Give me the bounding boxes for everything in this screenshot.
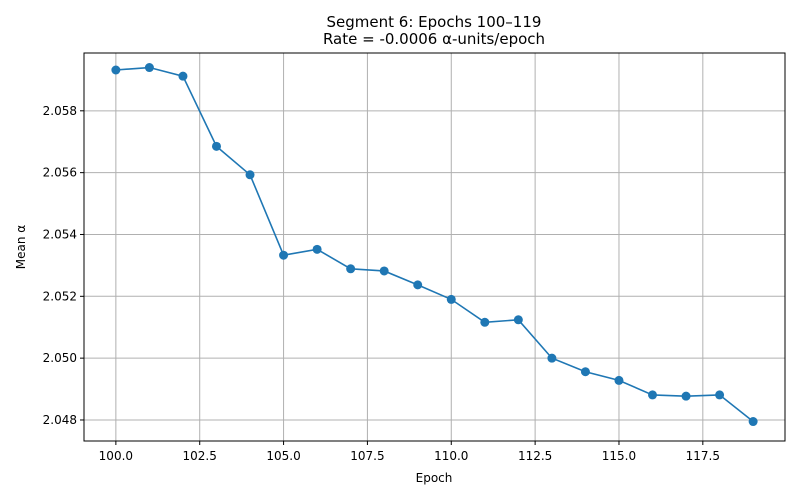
axis-ticks: 100.0 102.5 105.0 107.5 110.0 112.5 115.0 117.5…	[43, 104, 720, 463]
data-point	[580, 367, 590, 377]
data-point	[379, 266, 389, 276]
data-point	[480, 317, 490, 327]
data-point	[748, 417, 758, 427]
data-point	[312, 244, 322, 254]
data-point	[111, 65, 121, 75]
data-point	[346, 264, 356, 274]
x-axis-label: Epoch	[416, 471, 453, 485]
x-tick-label: 107.5	[350, 449, 384, 463]
data-point	[614, 375, 624, 385]
y-axis-label: Mean α	[14, 225, 28, 270]
data-point	[547, 353, 557, 363]
data-point	[211, 141, 221, 151]
chart-subtitle: Rate = -0.0006 α-units/epoch	[323, 30, 545, 48]
x-tick-label: 115.0	[602, 449, 636, 463]
data-point	[715, 390, 725, 400]
grid	[84, 53, 785, 441]
x-tick-label: 110.0	[434, 449, 468, 463]
data-point	[144, 63, 154, 73]
plot-frame	[83, 52, 786, 442]
x-tick-label: 117.5	[686, 449, 720, 463]
data-point	[648, 390, 658, 400]
y-tick-label: 2.052	[43, 289, 77, 303]
x-tick-label: 105.0	[266, 449, 300, 463]
series-line	[115, 66, 754, 423]
y-tick-label: 2.054	[43, 227, 77, 241]
data-point	[245, 170, 255, 180]
data-point	[178, 71, 188, 81]
x-tick-label: 112.5	[518, 449, 552, 463]
x-tick-label: 102.5	[183, 449, 217, 463]
data-point	[681, 391, 691, 401]
data-point	[413, 280, 423, 290]
y-tick-label: 2.058	[43, 104, 77, 118]
y-tick-label: 2.050	[43, 351, 77, 365]
series-layer	[111, 63, 758, 427]
y-tick-label: 2.056	[43, 166, 77, 180]
x-tick-label: 100.0	[99, 449, 133, 463]
data-point	[446, 294, 456, 304]
data-point	[513, 315, 523, 325]
data-point	[279, 250, 289, 260]
chart-title: Segment 6: Epochs 100–119	[327, 13, 542, 31]
y-tick-label: 2.048	[43, 413, 77, 427]
